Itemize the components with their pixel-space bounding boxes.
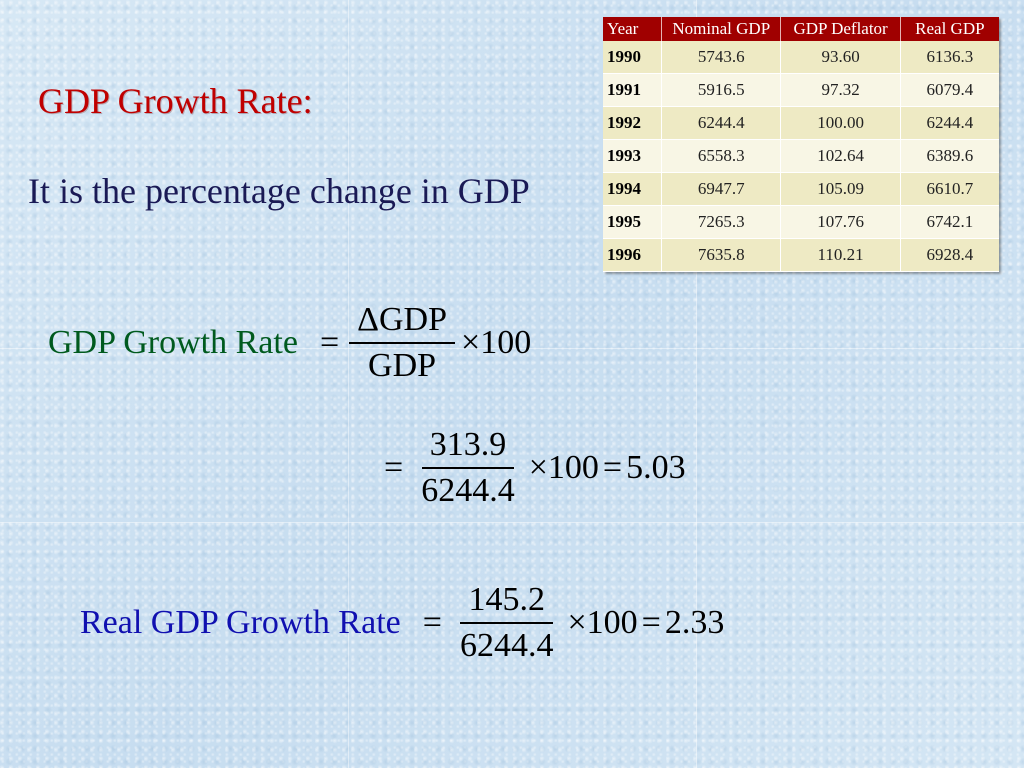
fraction-denominator: 6244.4 <box>459 627 554 664</box>
cell-nominal-gdp: 6558.3 <box>661 139 781 173</box>
formula-label: GDP Growth Rate <box>48 324 298 361</box>
equals-sign: = <box>641 604 661 641</box>
cell-year: 1991 <box>603 73 662 107</box>
cell-real-gdp: 6136.3 <box>899 41 999 74</box>
cell-real-gdp: 6389.6 <box>899 139 999 173</box>
gdp-data-table: Year Nominal GDP GDP Deflator Real GDP 1… <box>603 17 999 272</box>
slide-title: GDP Growth Rate: <box>38 81 313 121</box>
cell-gdp-deflator: 105.09 <box>780 172 901 206</box>
table-row: 1990 5743.6 93.60 6136.3 <box>603 41 999 74</box>
fraction-numerator: 145.2 <box>460 580 553 624</box>
header-gdp-deflator: GDP Deflator <box>780 17 901 41</box>
fraction-numerator: 313.9 <box>421 425 515 469</box>
cell-year: 1993 <box>603 139 662 173</box>
cell-real-gdp: 6742.1 <box>899 205 999 239</box>
cell-year: 1996 <box>603 238 662 272</box>
times-hundred: ×100 <box>528 449 599 486</box>
cell-real-gdp: 6610.7 <box>899 172 999 206</box>
real-growth-label: Real GDP Growth Rate <box>80 604 401 641</box>
fraction-denominator: 6244.4 <box>421 472 515 509</box>
table-row: 1995 7265.3 107.76 6742.1 <box>603 205 999 239</box>
table-row: 1991 5916.5 97.32 6079.4 <box>603 73 999 107</box>
equals-sign: = <box>384 449 404 486</box>
formula-math: = ΔGDP GDP ×100 <box>316 300 531 386</box>
background-seam <box>348 0 349 768</box>
background-seam <box>0 348 1024 349</box>
fraction: 145.2 6244.4 <box>452 580 562 666</box>
table-row: 1996 7635.8 110.21 6928.4 <box>603 238 999 272</box>
table-row: 1994 6947.7 105.09 6610.7 <box>603 172 999 206</box>
cell-nominal-gdp: 6947.7 <box>661 172 781 206</box>
growth-rate-formula: GDP Growth Rate = ΔGDP GDP ×100 <box>48 300 531 386</box>
fraction: 313.9 6244.4 <box>413 425 523 511</box>
header-real-gdp: Real GDP <box>900 17 999 41</box>
cell-gdp-deflator: 97.32 <box>780 73 901 107</box>
cell-nominal-gdp: 5743.6 <box>661 41 781 74</box>
times-hundred: ×100 <box>567 604 638 641</box>
fraction: ΔGDP GDP <box>349 300 456 386</box>
cell-gdp-deflator: 93.60 <box>780 41 901 74</box>
calculation-result: 5.03 <box>626 449 686 486</box>
cell-gdp-deflator: 102.64 <box>780 139 901 173</box>
table-row: 1992 6244.4 100.00 6244.4 <box>603 106 999 140</box>
slide-description: It is the percentage change in GDP <box>28 171 530 211</box>
times-hundred: ×100 <box>461 324 532 361</box>
header-year: Year <box>603 17 663 41</box>
cell-year: 1992 <box>603 106 662 140</box>
cell-year: 1990 <box>603 41 662 74</box>
cell-nominal-gdp: 5916.5 <box>661 73 781 107</box>
cell-year: 1994 <box>603 172 662 206</box>
fraction-numerator: ΔGDP <box>349 300 456 344</box>
cell-gdp-deflator: 110.21 <box>780 238 901 272</box>
table-row: 1993 6558.3 102.64 6389.6 <box>603 139 999 173</box>
cell-year: 1995 <box>603 205 662 239</box>
real-growth-calculation: Real GDP Growth Rate = 145.2 6244.4 ×100… <box>80 580 724 666</box>
equals-sign: = <box>422 604 442 641</box>
cell-nominal-gdp: 6244.4 <box>661 106 781 140</box>
cell-real-gdp: 6928.4 <box>899 238 999 272</box>
equals-sign: = <box>602 449 623 486</box>
fraction-denominator: GDP <box>368 347 437 384</box>
background-seam <box>696 0 697 768</box>
nominal-growth-calculation: = 313.9 6244.4 ×100 = 5.03 <box>380 425 686 511</box>
header-nominal-gdp: Nominal GDP <box>661 17 782 41</box>
cell-gdp-deflator: 100.00 <box>780 106 901 140</box>
cell-real-gdp: 6244.4 <box>899 106 999 140</box>
cell-nominal-gdp: 7265.3 <box>661 205 781 239</box>
background-seam <box>0 522 1024 523</box>
cell-gdp-deflator: 107.76 <box>780 205 901 239</box>
table-header-row: Year Nominal GDP GDP Deflator Real GDP <box>603 17 999 41</box>
equals-sign: = <box>319 324 340 361</box>
cell-real-gdp: 6079.4 <box>899 73 999 107</box>
calculation-result: 2.33 <box>664 604 725 641</box>
cell-nominal-gdp: 7635.8 <box>661 238 781 272</box>
